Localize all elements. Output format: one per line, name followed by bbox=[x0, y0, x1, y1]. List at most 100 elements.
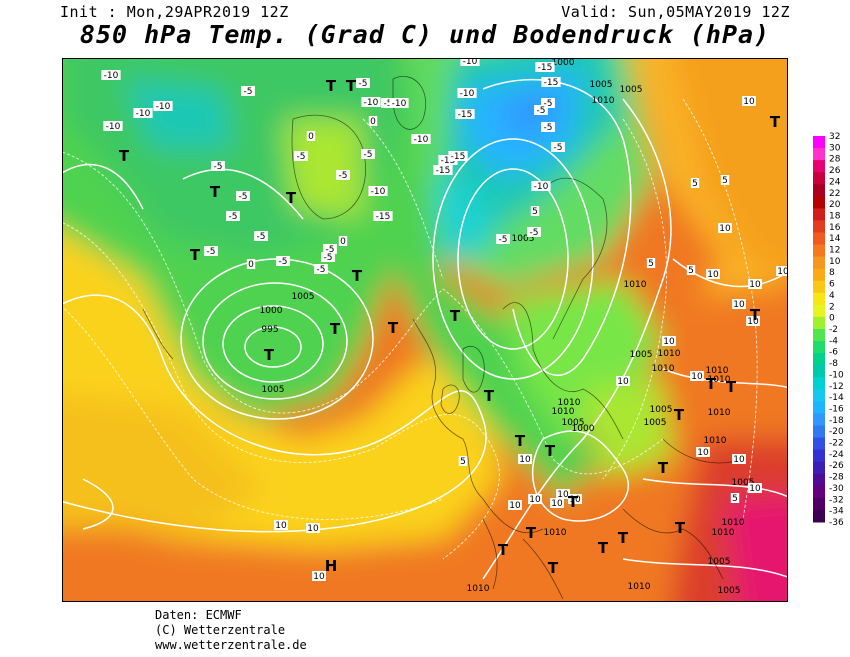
svg-text:5: 5 bbox=[692, 179, 698, 189]
legend-swatch bbox=[813, 196, 825, 209]
legend-tick-label: 14 bbox=[829, 234, 841, 244]
legend-swatch bbox=[813, 280, 825, 294]
svg-text:-15: -15 bbox=[441, 156, 456, 166]
svg-text:-5: -5 bbox=[279, 257, 288, 267]
legend-swatch bbox=[813, 136, 825, 149]
svg-text:T: T bbox=[675, 519, 686, 537]
legend-tick-label: -32 bbox=[829, 495, 844, 505]
pressure-label: 1005 bbox=[262, 385, 285, 395]
svg-text:T: T bbox=[726, 378, 737, 396]
svg-text:-10: -10 bbox=[364, 98, 379, 108]
pressure-label: 1005 bbox=[630, 350, 653, 360]
svg-text:-10: -10 bbox=[534, 182, 549, 192]
svg-text:-5: -5 bbox=[207, 247, 216, 257]
svg-text:0: 0 bbox=[340, 237, 346, 247]
legend-swatch bbox=[813, 401, 825, 414]
temperature-label: 5 bbox=[720, 175, 730, 186]
svg-text:995: 995 bbox=[261, 325, 278, 335]
legend-swatch bbox=[813, 304, 825, 318]
svg-text:0: 0 bbox=[248, 260, 254, 270]
legend-swatch bbox=[813, 316, 825, 330]
legend-tick-label: 16 bbox=[829, 223, 841, 233]
pressure-label: 1010 bbox=[722, 518, 745, 528]
svg-text:-5: -5 bbox=[384, 99, 393, 109]
map-title: 850 hPa Temp. (Grad C) und Bodendruck (h… bbox=[79, 20, 771, 49]
pressure-label: 1010 bbox=[704, 436, 727, 446]
high-pressure-marker: H bbox=[325, 557, 338, 575]
temperature-label: -5 bbox=[496, 234, 510, 245]
svg-text:-10: -10 bbox=[463, 59, 478, 67]
credit-copyright: (C) Wetterzentrale bbox=[155, 623, 286, 637]
svg-text:-10: -10 bbox=[156, 102, 171, 112]
svg-text:10: 10 bbox=[733, 455, 745, 465]
svg-text:-5: -5 bbox=[324, 253, 333, 263]
svg-text:1010: 1010 bbox=[544, 528, 567, 538]
svg-text:1000: 1000 bbox=[260, 306, 283, 316]
temperature-label: -10 bbox=[411, 134, 431, 145]
svg-text:10: 10 bbox=[749, 484, 761, 494]
pressure-label: 1010 bbox=[624, 280, 647, 290]
svg-text:T: T bbox=[330, 320, 341, 338]
legend-tick-label: -34 bbox=[829, 507, 844, 517]
pressure-label: 1010 bbox=[552, 407, 575, 417]
legend-tick-label: 20 bbox=[829, 200, 841, 210]
low-pressure-marker: T bbox=[618, 529, 629, 547]
legend-tick-label: -20 bbox=[829, 427, 844, 437]
svg-text:10: 10 bbox=[557, 490, 569, 500]
svg-text:1005: 1005 bbox=[562, 418, 585, 428]
pressure-label: 1000 bbox=[572, 424, 595, 434]
svg-text:T: T bbox=[568, 493, 579, 511]
legend-tick-label: 18 bbox=[829, 211, 841, 221]
temperature-label: -5 bbox=[204, 246, 218, 257]
credit-website[interactable]: www.wetterzentrale.de bbox=[155, 638, 307, 652]
legend-tick-label: -6 bbox=[829, 348, 838, 358]
temperature-label: -5 bbox=[321, 252, 335, 263]
legend-swatch bbox=[813, 244, 825, 258]
pressure-label: 1010 bbox=[708, 375, 731, 385]
pressure-label: 1005 bbox=[732, 478, 755, 488]
svg-text:T: T bbox=[598, 539, 609, 557]
temperature-label: -5 bbox=[361, 149, 375, 160]
svg-text:10: 10 bbox=[733, 300, 745, 310]
svg-text:10: 10 bbox=[529, 495, 541, 505]
temperature-label: 10 bbox=[696, 447, 710, 458]
legend-swatch bbox=[813, 413, 825, 426]
svg-text:T: T bbox=[545, 442, 556, 460]
temperature-label: 10 bbox=[568, 494, 582, 505]
low-pressure-marker: T bbox=[515, 432, 526, 450]
svg-text:1010: 1010 bbox=[706, 366, 729, 376]
legend-tick-label: -36 bbox=[829, 518, 844, 528]
svg-text:1010: 1010 bbox=[708, 408, 731, 418]
pressure-label: 1010 bbox=[652, 364, 675, 374]
weather-map: 1000 1005 995 1000 1005 1005 1005 1005 1010 1010 1… bbox=[62, 58, 788, 602]
legend-tick-label: 22 bbox=[829, 189, 840, 199]
legend-tick-label: -18 bbox=[829, 416, 844, 426]
low-pressure-marker: T bbox=[352, 267, 363, 285]
temperature-label: -5 bbox=[276, 256, 290, 267]
legend-swatch bbox=[813, 509, 825, 523]
svg-text:1010: 1010 bbox=[592, 96, 615, 106]
isotherms bbox=[63, 98, 758, 560]
svg-text:-5: -5 bbox=[544, 99, 553, 109]
temperature-label: -5 bbox=[534, 105, 548, 116]
svg-text:1005: 1005 bbox=[708, 557, 731, 567]
legend-tick-label: 10 bbox=[829, 257, 841, 267]
temperature-label: 10 bbox=[306, 523, 320, 534]
pressure-label: 1010 bbox=[544, 528, 567, 538]
temperature-label: 10 bbox=[776, 266, 787, 277]
svg-text:1005: 1005 bbox=[732, 478, 755, 488]
svg-text:-15: -15 bbox=[376, 212, 391, 222]
svg-text:10: 10 bbox=[777, 267, 787, 277]
temperature-label: 10 bbox=[312, 571, 326, 582]
temperature-label: -15 bbox=[455, 109, 475, 120]
legend-swatch bbox=[813, 389, 825, 402]
legend-swatch bbox=[813, 329, 825, 342]
temperature-label: 10 bbox=[746, 316, 760, 327]
svg-text:5: 5 bbox=[648, 259, 654, 269]
legend-tick-label: 0 bbox=[829, 314, 835, 324]
temperature-label: -5 bbox=[226, 211, 240, 222]
svg-text:T: T bbox=[352, 267, 363, 285]
svg-text:1010: 1010 bbox=[552, 407, 575, 417]
